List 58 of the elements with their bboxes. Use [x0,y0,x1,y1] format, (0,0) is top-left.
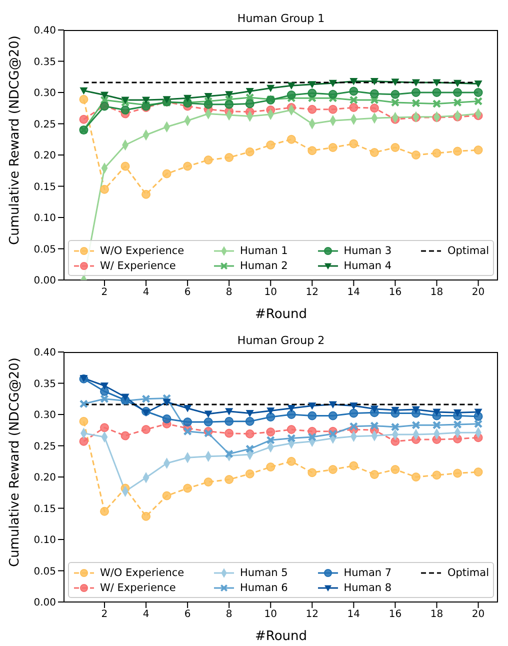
y-tick-label: 0.05 [34,566,56,578]
legend-label: Human 4 [344,260,392,272]
y-tick-label: 0.20 [34,472,56,484]
y-tick-label: 0.30 [34,88,56,100]
x-tick-label: 8 [226,287,232,298]
x-tick-label: 4 [142,609,150,620]
legend-label: Human 8 [344,582,392,594]
legend-label: Human 5 [240,566,288,578]
y-tick-label: 0.40 [34,26,56,37]
y-tick-label: 0.35 [34,378,56,390]
x-axis-title: #Round [254,307,308,322]
y-tick-label: 0.00 [34,598,56,609]
y-axis-title: Cumulative Reward (NDCG@20) [8,36,23,245]
x-tick-label: 20 [472,287,485,298]
legend-label: Human 1 [240,244,288,256]
x-tick-label: 4 [142,287,150,298]
x-tick-label: 16 [388,609,402,620]
x-tick-label: 12 [306,609,319,620]
y-tick-label: 0.10 [34,535,56,546]
legend-label: Human 6 [240,582,288,594]
y-tick-label: 0.00 [34,276,56,287]
y-tick-label: 0.35 [34,56,56,68]
legend-label: W/ Experience [100,260,176,272]
y-tick-label: 0.20 [34,150,56,162]
legend-label: W/O Experience [100,566,184,578]
legend-label: W/O Experience [100,244,184,256]
x-tick-label: 10 [264,609,277,620]
legend-label: Human 3 [344,244,392,256]
y-tick-label: 0.30 [34,410,56,422]
x-tick-label: 14 [347,287,360,298]
x-tick-label: 16 [388,287,402,298]
x-tick-label: 20 [472,609,485,620]
x-tick-label: 12 [306,287,319,298]
x-tick-label: 14 [347,609,360,620]
legend-label: Human 2 [240,260,288,272]
y-tick-label: 0.40 [34,348,56,359]
x-tick-label: 2 [101,287,108,298]
y-axis-title: Cumulative Reward (NDCG@20) [8,358,23,567]
chart-title: Human Group 2 [236,334,326,347]
chart-title: Human Group 1 [236,12,326,25]
y-tick-label: 0.25 [34,119,56,130]
y-tick-label: 0.10 [34,213,56,224]
x-tick-label: 18 [430,287,444,298]
legend-label: Optimal [447,566,489,578]
x-tick-label: 18 [430,609,444,620]
x-tick-label: 2 [101,609,108,620]
x-tick-label: 6 [184,609,191,620]
x-axis-title: #Round [254,629,308,644]
y-tick-label: 0.25 [34,441,56,452]
y-tick-label: 0.15 [34,182,56,193]
x-tick-label: 8 [226,609,232,620]
legend-label: W/ Experience [100,582,176,594]
x-tick-label: 6 [184,287,191,298]
y-tick-label: 0.05 [34,244,56,256]
legend-label: Human 7 [344,566,392,578]
x-tick-label: 10 [264,287,277,298]
legend-label: Optimal [447,244,489,256]
y-tick-label: 0.15 [34,504,56,515]
